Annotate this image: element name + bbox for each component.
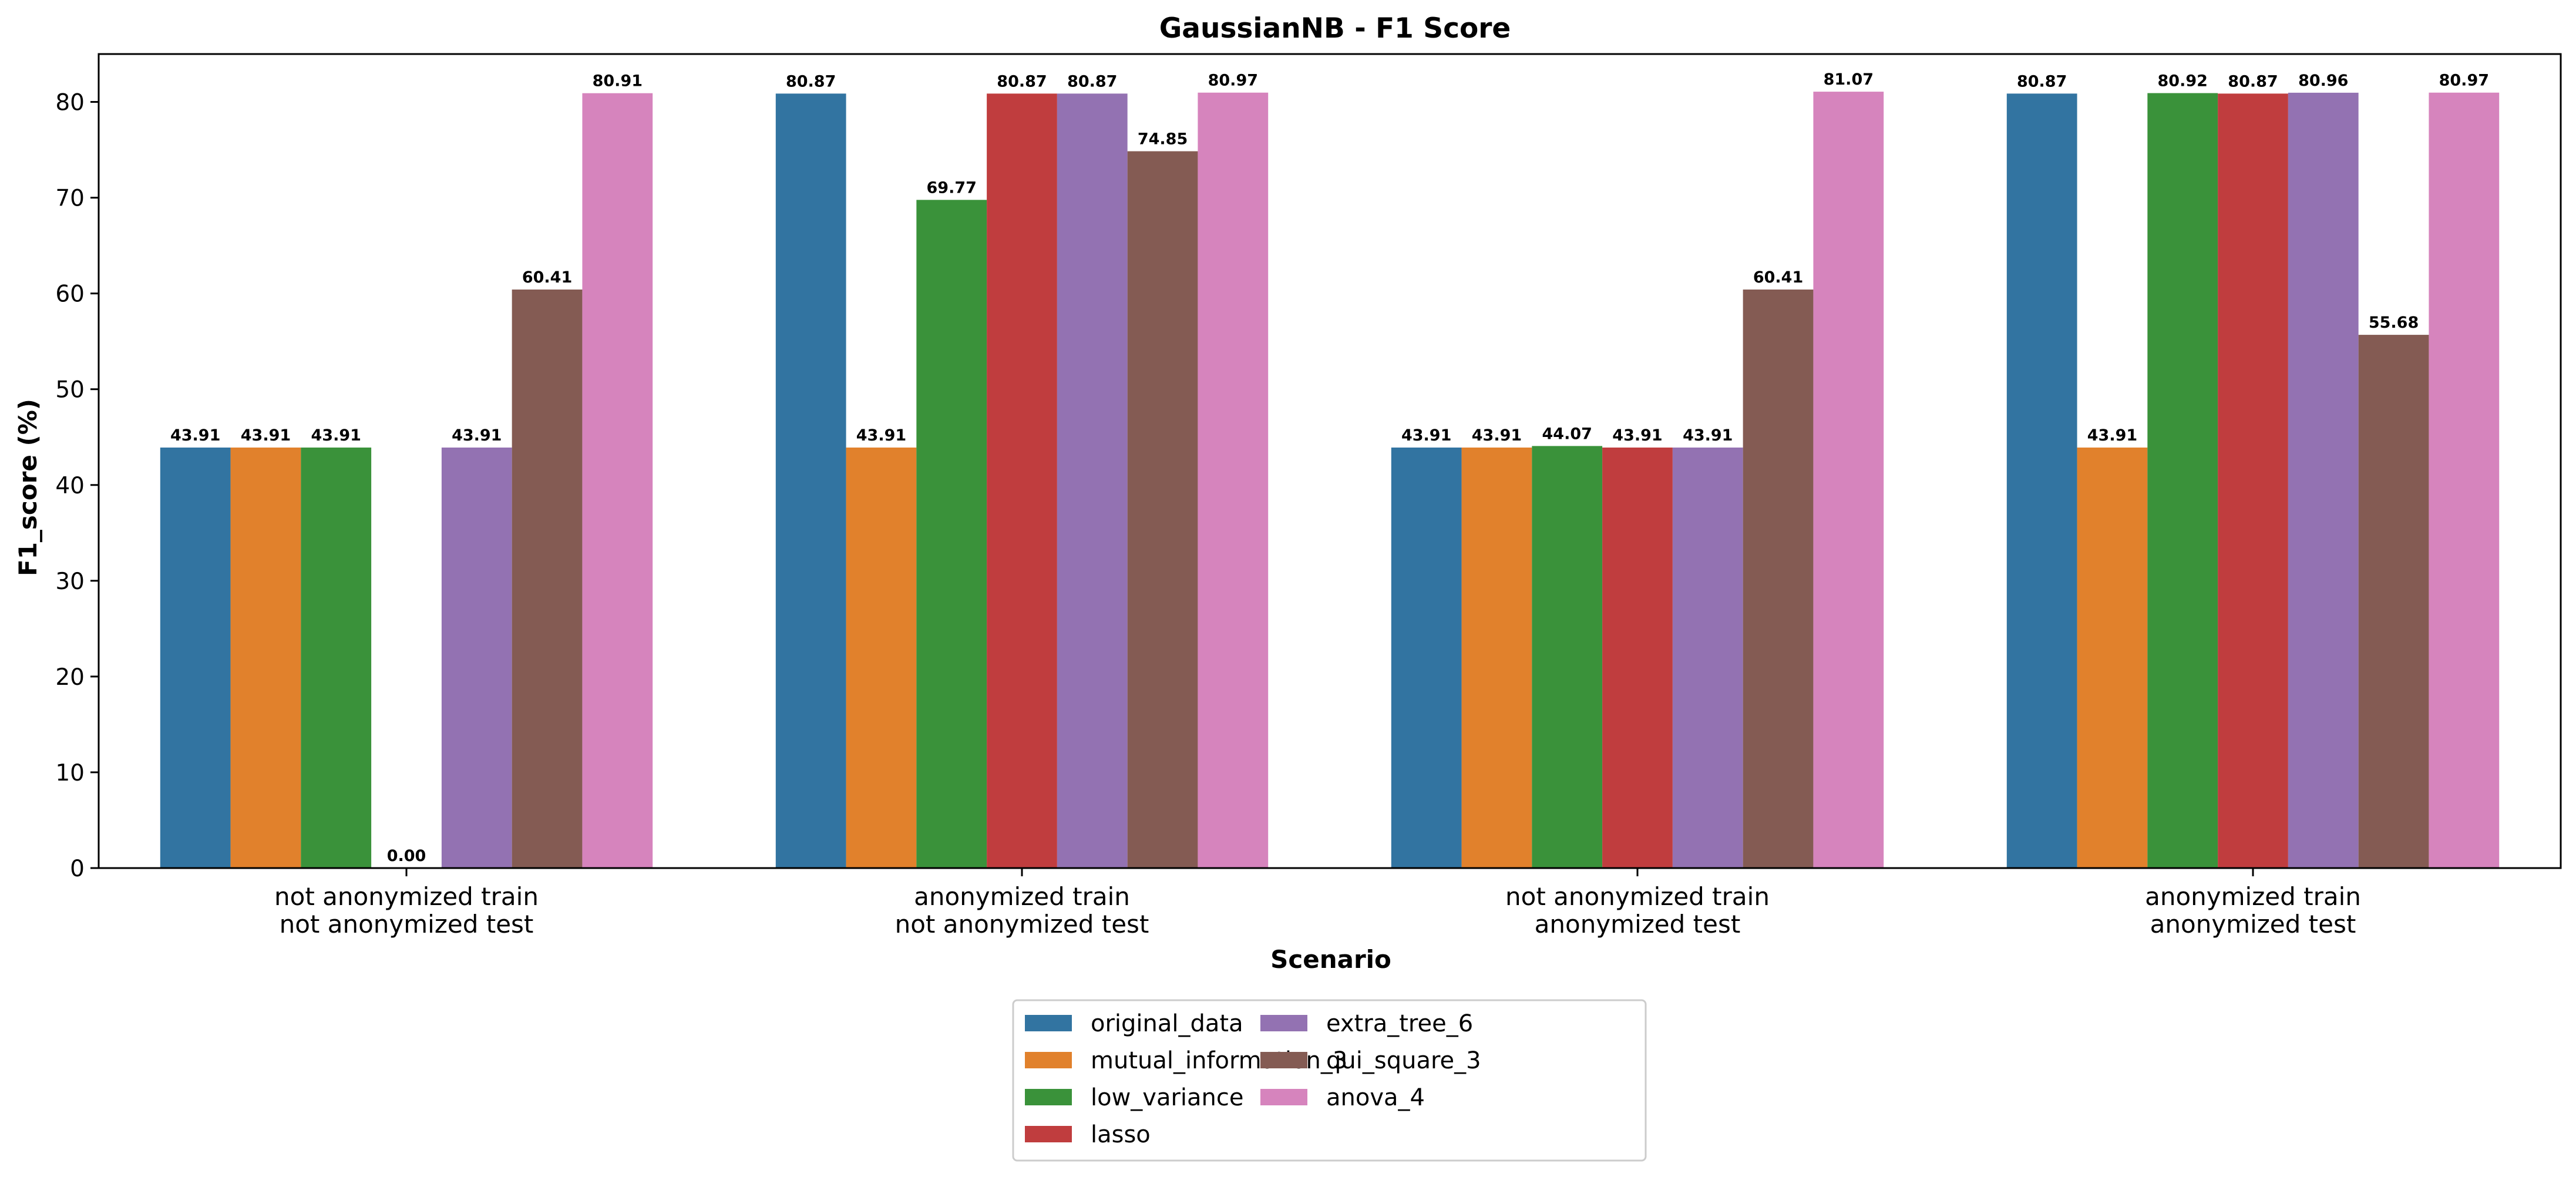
value-label: 60.41	[522, 268, 572, 287]
legend-label-original_data: original_data	[1091, 1010, 1243, 1037]
bar-anova_4-1	[582, 93, 653, 869]
legend-label-low_variance: low_variance	[1091, 1084, 1244, 1111]
legend-swatch-original_data	[1025, 1015, 1072, 1031]
bar-qui_square_3-4	[2358, 335, 2429, 868]
legend-label-extra_tree_6: extra_tree_6	[1326, 1010, 1473, 1037]
chart-title: GaussianNB - F1 Score	[1159, 12, 1511, 45]
bar-qui_square_3-3	[1743, 289, 1814, 868]
value-label: 60.41	[1753, 268, 1803, 287]
bar-low_variance-3	[1532, 446, 1603, 868]
value-label: 69.77	[927, 179, 977, 197]
legend-swatch-extra_tree_6	[1260, 1015, 1307, 1031]
y-tick-label: 80	[55, 90, 85, 116]
legend-swatch-anova_4	[1260, 1089, 1307, 1105]
bar-lasso-2	[987, 93, 1057, 869]
bar-low_variance-1	[301, 448, 372, 868]
bar-lasso-4	[2218, 93, 2288, 869]
value-label: 80.87	[1067, 72, 1117, 90]
y-tick-label: 0	[70, 856, 85, 882]
legend-box	[1012, 999, 1647, 1162]
x-tick-label: not anonymized train anonymized test	[1505, 882, 1770, 939]
value-label: 74.85	[1138, 130, 1188, 149]
bar-mutual_information_3-1	[230, 448, 301, 868]
value-label: 55.68	[2369, 314, 2419, 332]
value-label: 43.91	[1683, 426, 1733, 445]
value-label: 43.91	[311, 426, 361, 445]
y-tick-label: 50	[55, 377, 85, 403]
bar-original_data-2	[775, 93, 846, 869]
value-label: 43.91	[1612, 426, 1662, 445]
bar-low_variance-2	[916, 200, 987, 868]
bar-original_data-1	[160, 448, 231, 868]
value-label: 0.00	[387, 847, 426, 865]
value-label: 80.87	[997, 72, 1047, 90]
legend-swatch-mutual_information_3	[1025, 1052, 1072, 1068]
x-tick-label: not anonymized train not anonymized test	[274, 882, 539, 939]
value-label: 43.91	[856, 426, 906, 445]
legend-label-qui_square_3: qui_square_3	[1326, 1047, 1481, 1074]
y-tick-label: 60	[55, 281, 85, 308]
value-label: 43.91	[1401, 426, 1451, 445]
bars-layer	[160, 92, 2500, 869]
bar-extra_tree_6-3	[1672, 448, 1743, 868]
y-axis-label: F1_score (%)	[14, 399, 42, 576]
bar-mutual_information_3-4	[2077, 448, 2148, 868]
legend-swatch-low_variance	[1025, 1089, 1072, 1105]
axes-layer: 0 10 20 30 40 50 60 70 80 not anonymized train not…	[55, 53, 2562, 939]
bar-anova_4-3	[1813, 92, 1884, 868]
value-label: 80.97	[1208, 72, 1258, 90]
value-label: 80.92	[2158, 72, 2208, 90]
value-label: 43.91	[170, 426, 220, 445]
legend-label-lasso: lasso	[1091, 1121, 1151, 1148]
bar-low_variance-4	[2147, 93, 2218, 869]
value-label: 80.96	[2298, 72, 2348, 90]
bar-extra_tree_6-2	[1057, 93, 1128, 869]
legend-label-anova_4: anova_4	[1326, 1084, 1425, 1111]
value-label: 80.87	[2017, 72, 2067, 90]
value-label: 43.91	[1472, 426, 1522, 445]
value-label: 80.91	[593, 72, 643, 90]
bar-extra_tree_6-4	[2288, 92, 2359, 869]
value-label: 80.87	[2228, 72, 2278, 90]
bar-anova_4-2	[1198, 92, 1269, 869]
value-label: 44.07	[1542, 425, 1592, 443]
y-tick-label: 70	[55, 186, 85, 212]
value-label: 43.91	[452, 426, 502, 445]
value-label: 43.91	[241, 426, 291, 445]
x-axis-label: Scenario	[1270, 945, 1391, 974]
legend-swatch-qui_square_3	[1260, 1052, 1307, 1068]
bar-extra_tree_6-1	[441, 448, 512, 868]
y-tick-label: 30	[55, 569, 85, 595]
value-label: 43.91	[2087, 426, 2137, 445]
value-label: 80.87	[786, 72, 836, 90]
bar-original_data-3	[1391, 448, 1462, 868]
y-tick-label: 40	[55, 473, 85, 499]
bar-mutual_information_3-3	[1461, 448, 1532, 868]
legend-swatch-lasso	[1025, 1126, 1072, 1142]
y-tick-label: 20	[55, 664, 85, 691]
bar-anova_4-4	[2429, 92, 2500, 869]
legend-label-mutual_information_3: mutual_information_3	[1091, 1047, 1347, 1074]
bar-original_data-4	[2006, 93, 2077, 869]
x-tick-label: anonymized train anonymized test	[2145, 882, 2361, 939]
bar-qui_square_3-2	[1127, 151, 1198, 869]
value-labels-layer: 43.91 80.87 43.91 80.87 43.91 43.91 43.91 43.91…	[170, 70, 2489, 865]
y-tick-label: 10	[55, 760, 85, 786]
value-label: 81.07	[1824, 70, 1874, 89]
value-label: 80.97	[2439, 72, 2489, 90]
bar-qui_square_3-1	[512, 289, 583, 868]
bar-mutual_information_3-2	[846, 448, 917, 868]
bar-lasso-3	[1602, 448, 1673, 868]
legend: original_data mutual_information_3 low_var…	[1012, 999, 1647, 1162]
plot-frame	[97, 53, 2562, 869]
x-tick-label: anonymized train not anonymized test	[895, 882, 1149, 939]
